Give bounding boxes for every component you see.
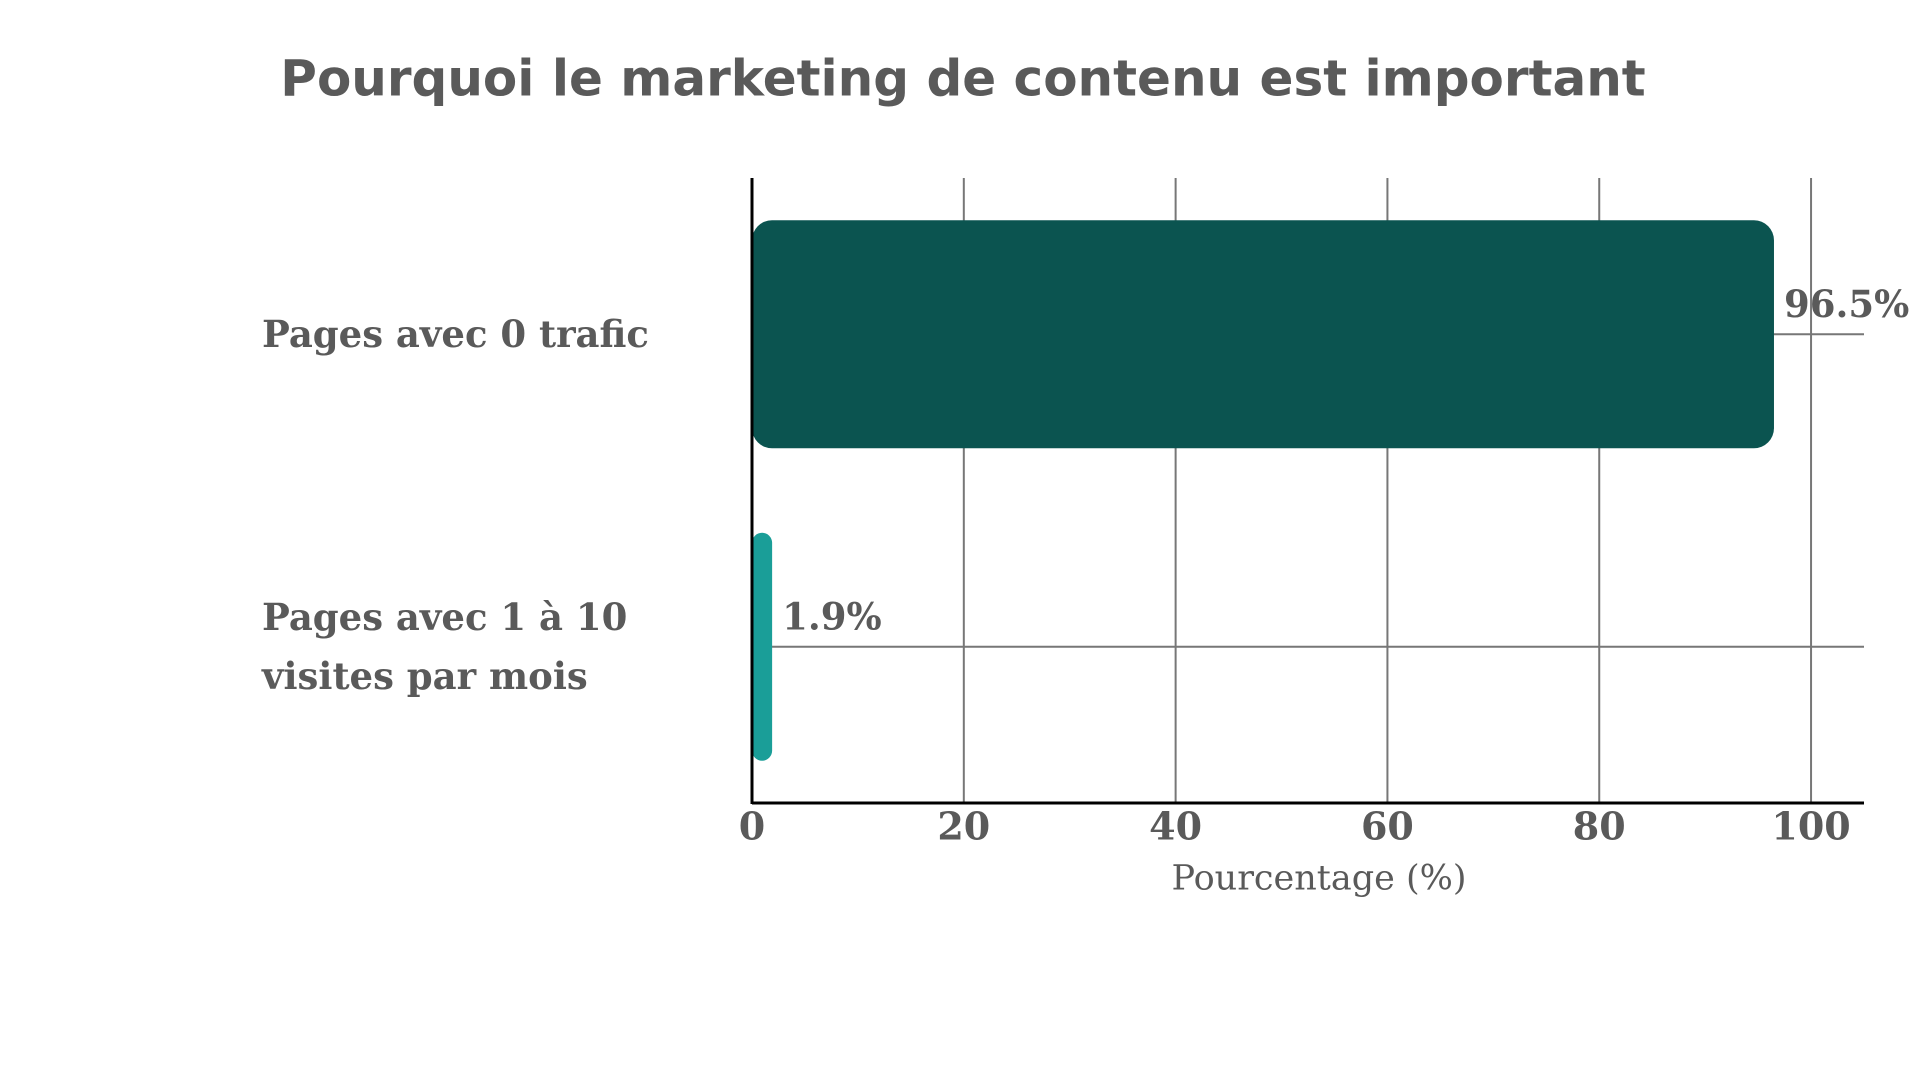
x-tick-label: 80 xyxy=(1573,804,1626,849)
value-label: 1.9% xyxy=(782,594,882,638)
bar xyxy=(752,532,773,761)
x-tick-label: 40 xyxy=(1149,804,1202,849)
bar xyxy=(752,220,1774,449)
y-tick-label: Pages avec 0 trafic xyxy=(262,311,649,356)
x-tick-label: 0 xyxy=(739,804,765,849)
x-axis-label: Pourcentage (%) xyxy=(1171,859,1466,899)
y-tick-label: Pages avec 1 à 10 visites par mois xyxy=(262,594,628,698)
x-tick-label: 100 xyxy=(1771,804,1850,849)
chart-title: Pourquoi le marketing de contenu est imp… xyxy=(280,50,1645,108)
x-tick-label: 20 xyxy=(937,804,990,849)
value-label: 96.5% xyxy=(1784,282,1909,326)
x-tick-label: 60 xyxy=(1361,804,1414,849)
